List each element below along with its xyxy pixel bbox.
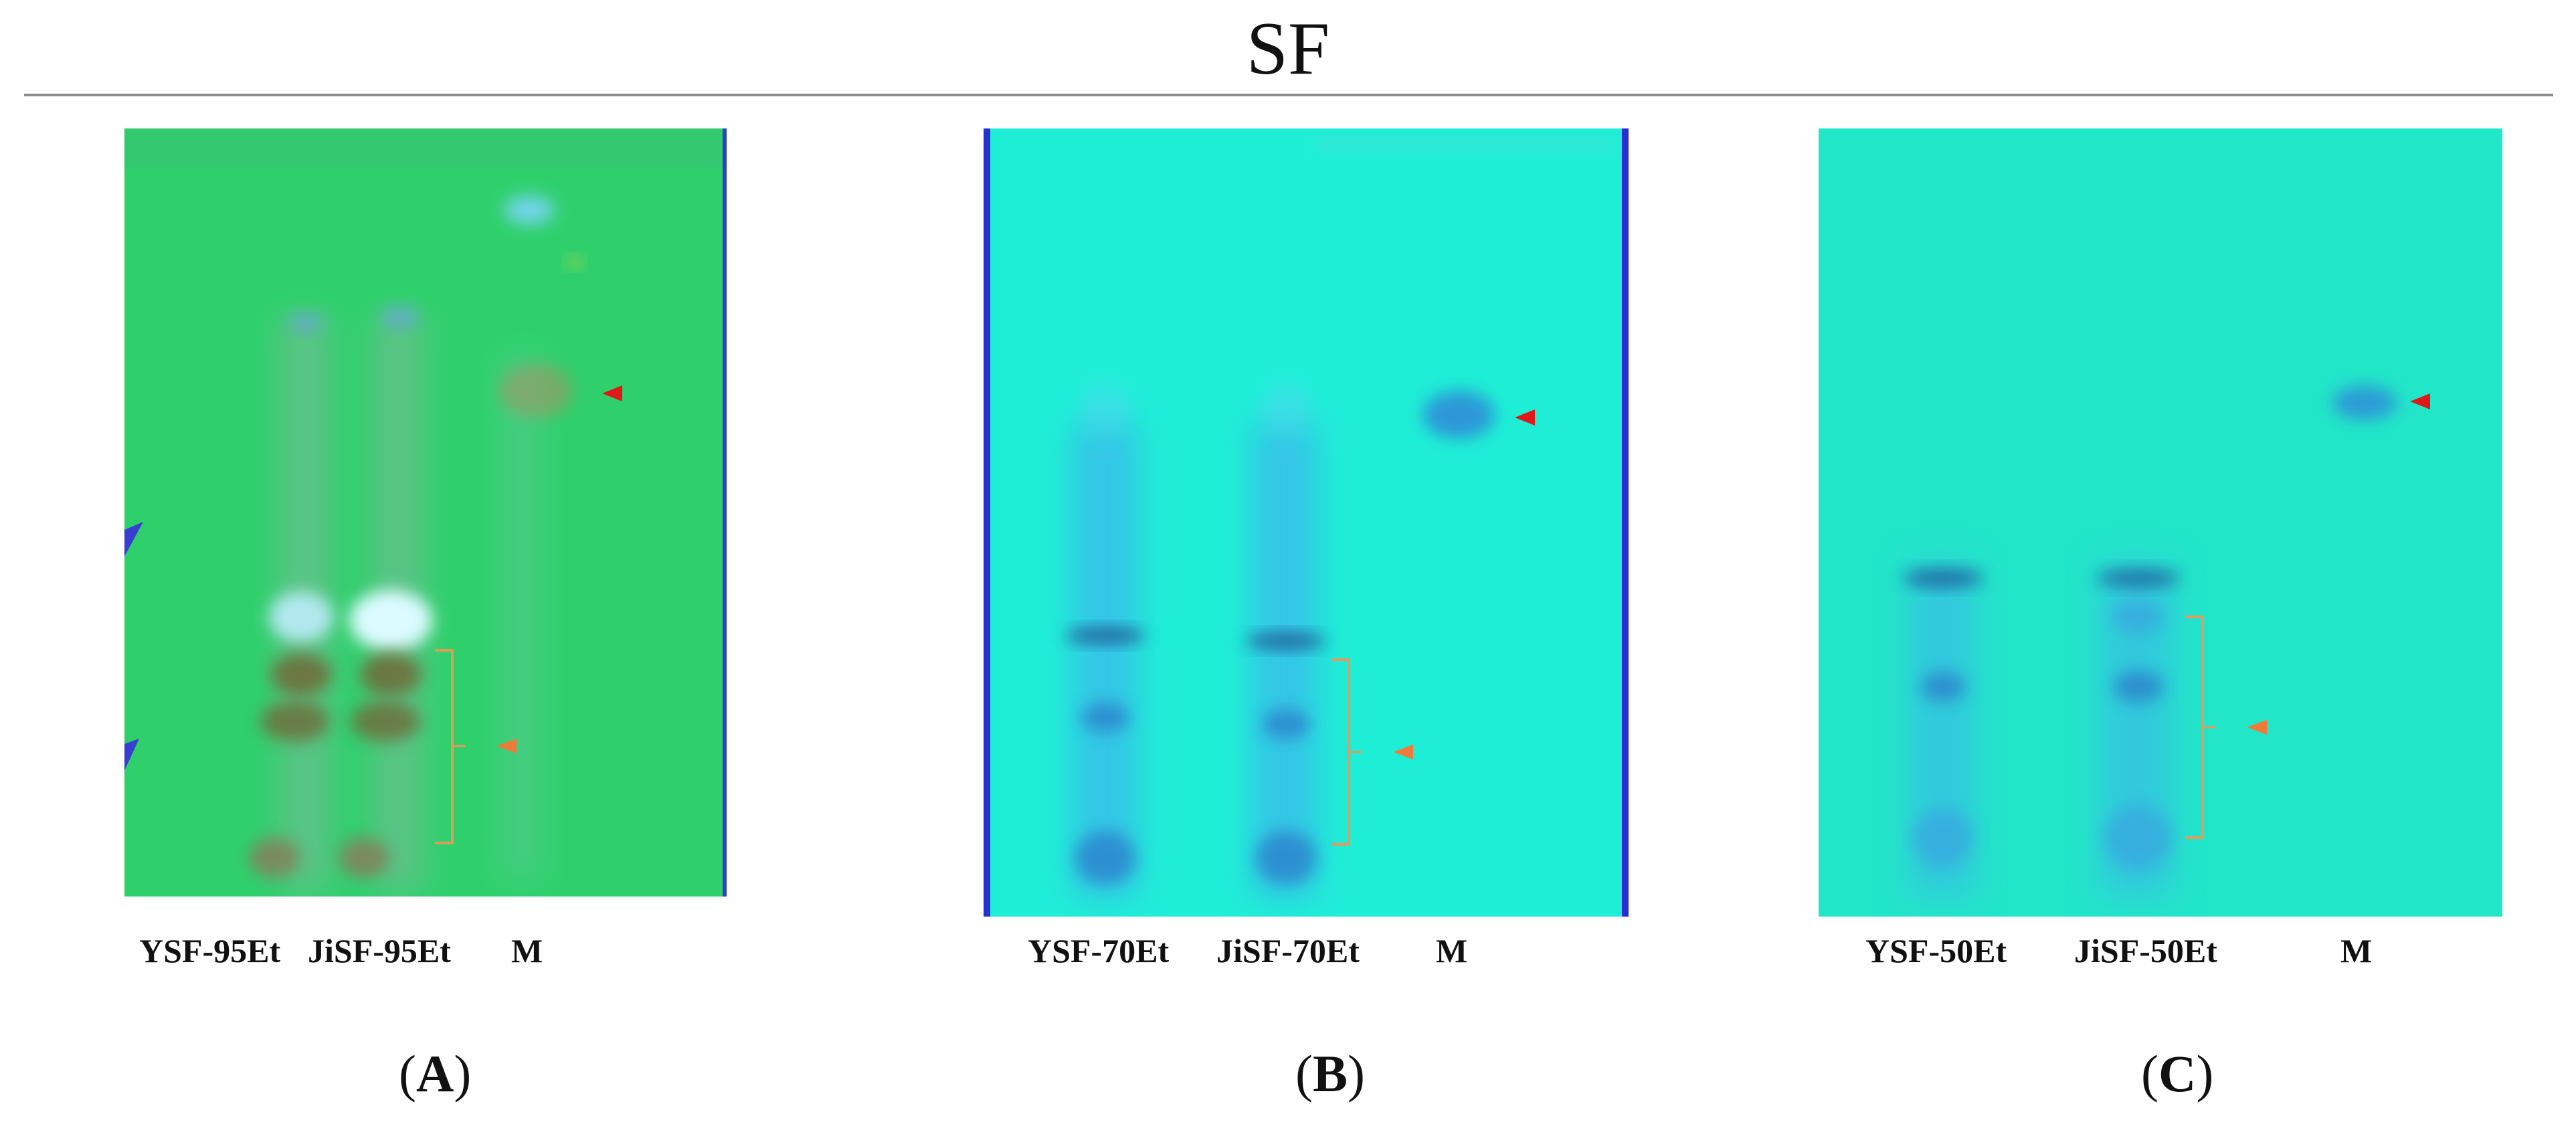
tlc-plate-c-image: [1819, 128, 2502, 917]
red-arrow-marker: [1515, 409, 1535, 426]
panel-caption-b: (B): [1295, 1044, 1365, 1103]
panel-caption-c: (C): [2141, 1044, 2214, 1103]
orange-arrow-marker: [1393, 745, 1413, 759]
lane-label-b2: JiSF-70Et: [1216, 932, 1360, 969]
lane-label-a3: M: [511, 932, 543, 969]
tlc-plate-a-image: [124, 128, 727, 897]
lane-label-c2: JiSF-50Et: [2074, 932, 2217, 969]
lane-label-a2: JiSF-95Et: [308, 932, 451, 969]
lane-label-a1: YSF-95Et: [139, 932, 281, 969]
tlc-plate-c: [1819, 128, 2502, 917]
title-rule: [24, 94, 2553, 96]
panel-caption-a: (A): [399, 1044, 472, 1103]
tlc-plate-a: [124, 128, 727, 897]
lane-label-b3: M: [1436, 932, 1468, 969]
tlc-plate-b: [984, 128, 1629, 917]
lane-label-c3: M: [2340, 932, 2373, 969]
orange-arrow-marker: [496, 739, 517, 753]
orange-arrow-marker: [2247, 720, 2267, 735]
lane-label-b1: YSF-70Et: [1028, 932, 1170, 969]
red-arrow-marker: [2410, 393, 2430, 409]
tlc-plate-b-image: [984, 128, 1629, 917]
figure-title: SF: [1246, 7, 1330, 90]
lane-label-c1: YSF-50Et: [1865, 932, 2007, 969]
red-arrow-marker: [602, 385, 622, 401]
